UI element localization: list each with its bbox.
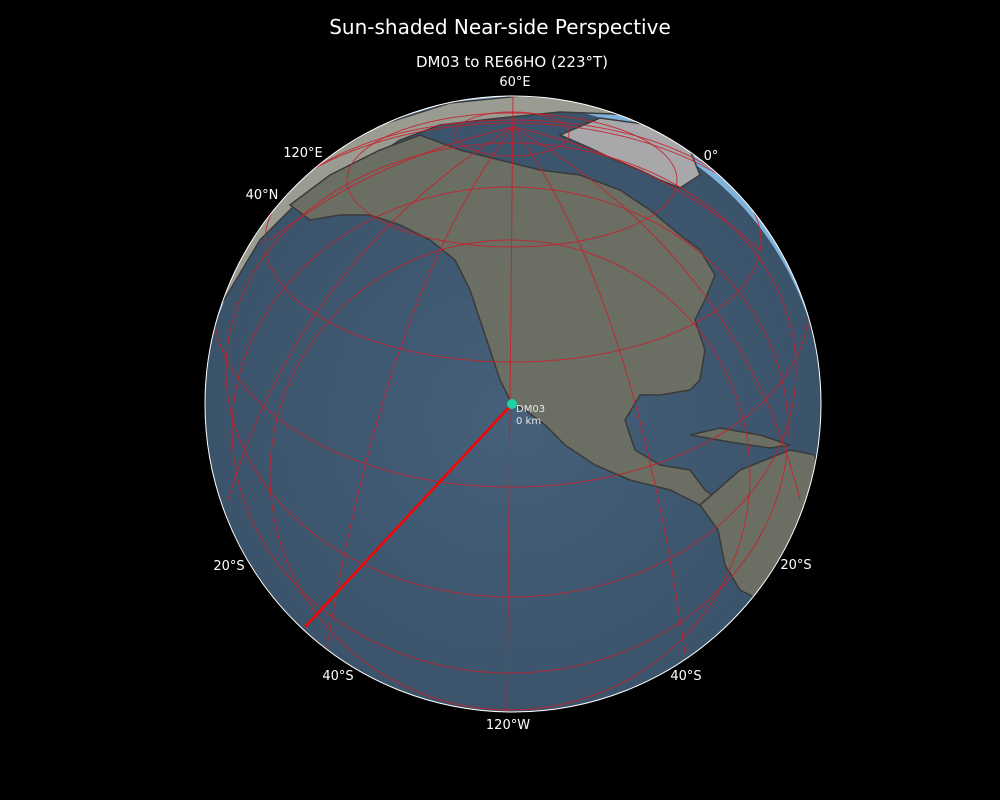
label-40s-left: 40°S [322, 669, 353, 684]
meridian-140w [319, 126, 514, 691]
parallel-20s [231, 186, 789, 674]
label-120w: 120°W [486, 718, 530, 733]
station-marker[interactable] [507, 399, 517, 409]
label-40s-right: 40°S [670, 669, 701, 684]
meridian-40w [512, 126, 761, 251]
grid-labels: 60°E 120°E 0° 40°N 20°S 20°S 40°S 40°S 1… [213, 75, 811, 733]
station-label: DM03 [516, 404, 545, 415]
land-caribbean [689, 427, 791, 449]
great-circle-path [304, 403, 513, 628]
label-0: 0° [704, 149, 719, 164]
label-40n: 40°N [246, 188, 279, 203]
station-distance: 0 km [516, 416, 541, 427]
meridian-80w [512, 126, 801, 501]
land-north-america [288, 134, 726, 522]
globe-outline [204, 95, 822, 713]
label-120e: 120°E [283, 146, 323, 161]
map-subtitle: DM03 to RE66HO (223°T) [416, 53, 608, 71]
map-title: Sun-shaded Near-side Perspective [329, 15, 671, 39]
meridian-180 [269, 126, 514, 241]
label-20s-right: 20°S [780, 558, 811, 573]
meridian-160w [227, 126, 514, 501]
parallel-equator [225, 142, 797, 598]
label-60e: 60°E [499, 75, 530, 90]
parallel-40s [269, 239, 751, 711]
label-20s-left: 20°S [213, 559, 244, 574]
globe [204, 95, 822, 713]
meridian-100w [512, 126, 691, 691]
